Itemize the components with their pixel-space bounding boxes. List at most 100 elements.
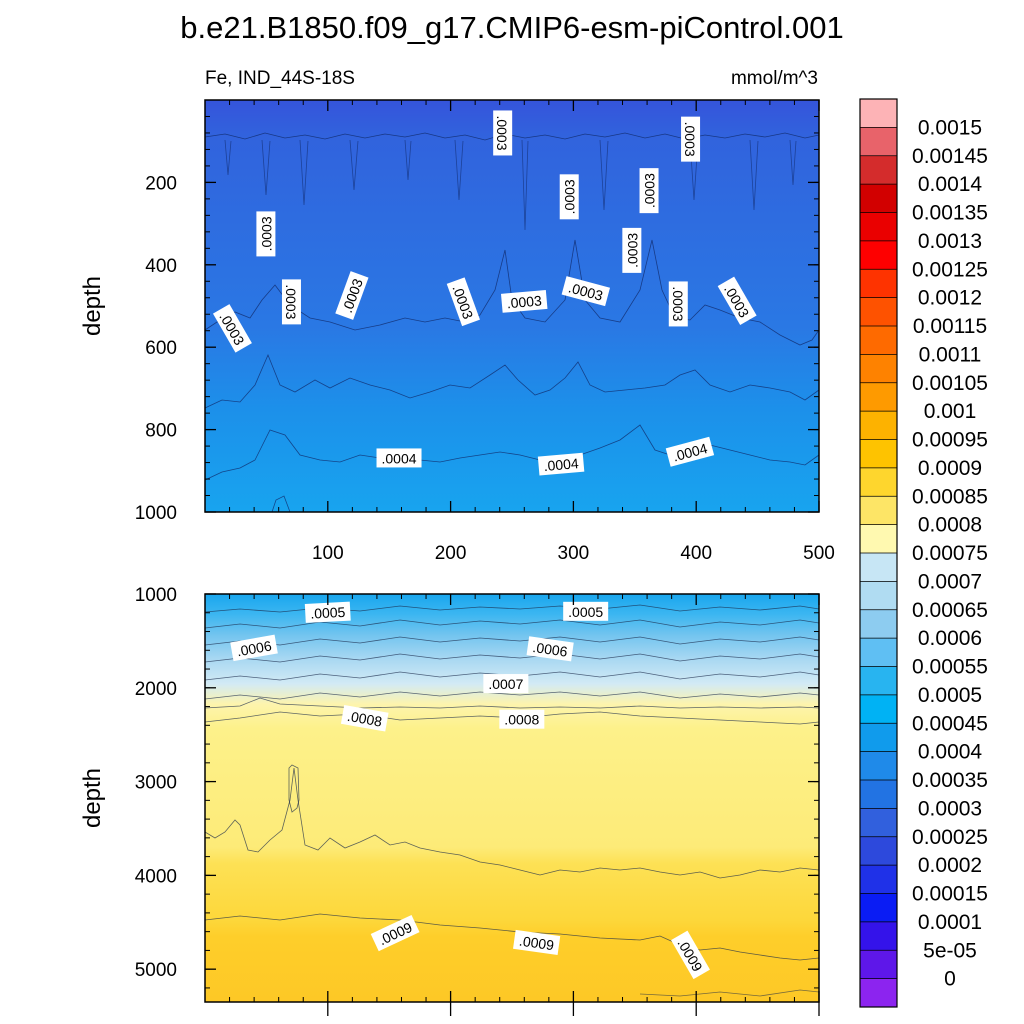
colorbar-label: 0.00135 (912, 202, 988, 225)
contour-label: .0007 (483, 674, 529, 694)
colorbar-label: 5e-05 (923, 939, 977, 962)
colorbar-label: 0 (944, 968, 956, 991)
lower-contour-line (204, 767, 820, 879)
contour-label-text: .0007 (488, 676, 523, 692)
x-tick-label: 300 (558, 543, 590, 564)
colorbar-swatch (860, 467, 897, 497)
contour-label-text: .0003 (642, 173, 658, 208)
contour-label-text: .0003 (624, 233, 640, 268)
upper-plot-frame (204, 99, 820, 513)
y-tick-label: 4000 (135, 866, 177, 887)
upper-contour-line (204, 353, 820, 409)
lower-x-ticks (229, 594, 820, 1016)
colorbar-swatch (860, 921, 897, 951)
lower-plot-frame (204, 593, 820, 1003)
colorbar-label: 0.00055 (912, 656, 988, 679)
contour-label-box (281, 279, 301, 325)
colorbar-swatch (860, 496, 897, 526)
upper-contour-line (204, 424, 820, 481)
contour-label-box (665, 436, 715, 467)
contour-label-text: .0009 (518, 933, 555, 954)
contour-label: .0005 (563, 601, 609, 621)
colorbar-swatch (860, 184, 897, 213)
colorbar-swatch (860, 99, 897, 128)
y-tick-label: 5000 (135, 960, 177, 981)
figure-title: b.e21.B1850.f09_g17.CMIP6-esm-piControl.… (180, 10, 843, 45)
x-tick-label: 500 (803, 543, 835, 564)
lower-contour-line (288, 764, 300, 813)
colorbar-swatch (860, 411, 897, 440)
colorbar-swatch (860, 581, 897, 611)
contour-label: .0004 (376, 448, 422, 468)
colorbar-swatch (860, 240, 897, 270)
contour-label-box (537, 452, 585, 476)
contour-label-box (483, 674, 529, 694)
contour-label-box (212, 304, 252, 353)
upper-panel-title-left: Fe, IND_44S-18S (205, 68, 355, 89)
contour-label: .0005 (304, 601, 351, 623)
contour-label: .0008 (499, 709, 545, 729)
contour-label-box (340, 704, 389, 732)
colorbar-label: 0.0011 (919, 343, 982, 366)
contour-label-box (717, 276, 757, 326)
lower-y-axis-label: depth (79, 768, 106, 828)
colorbar-swatch (860, 326, 897, 355)
x-tick-label: 400 (680, 543, 712, 564)
contour-label-box (639, 168, 659, 214)
contour-label: .0008 (340, 704, 389, 732)
contour-label-box (500, 289, 548, 313)
contour-label: .0003 (559, 174, 579, 220)
colorbar-swatch (860, 354, 897, 384)
contour-label-box (559, 174, 579, 220)
colorbar-label: 0.00105 (912, 372, 988, 395)
contour-label-text: .0003 (682, 122, 698, 157)
contour-label-box (370, 914, 420, 952)
contour-label-box (513, 929, 561, 955)
contour-label: .0003 (622, 227, 642, 273)
colorbar-label: 0.00065 (912, 599, 988, 622)
colorbar-label: 0.00045 (912, 712, 988, 735)
contour-label-box (335, 271, 369, 320)
colorbar-swatch (860, 609, 897, 639)
upper-contour-line (224, 139, 797, 231)
lower-contour-line (639, 989, 820, 997)
colorbar-label: 0.0005 (918, 684, 982, 707)
colorbar-swatch (860, 297, 897, 327)
colorbar-label: 0.00095 (912, 429, 988, 452)
y-tick-label: 600 (145, 338, 177, 359)
y-tick-label: 1000 (135, 585, 177, 606)
lower-contour-line (204, 619, 820, 629)
upper-x-ticks: 100 200 300 400 500 (229, 100, 835, 564)
upper-contour-line (271, 495, 291, 513)
colorbar-swatch (860, 723, 897, 753)
contour-label: .0003 (639, 168, 659, 214)
colorbar-frame (859, 98, 898, 1008)
contour-label-box (376, 448, 422, 468)
contour-label-box (622, 227, 642, 273)
contour-label-text: .0006 (532, 639, 569, 660)
contour-label-text: .0003 (506, 292, 543, 311)
colorbar-label: 0.0015 (918, 116, 982, 139)
colorbar-label: 0.0007 (918, 570, 982, 593)
contour-label-text: .0003 (283, 284, 299, 319)
contour-label-box (256, 211, 276, 257)
contour-label: .0003 (500, 289, 548, 313)
colorbar-label: 0.00115 (913, 315, 987, 338)
colorbar-label: 0.001 (924, 400, 977, 423)
contour-label-box (230, 634, 278, 662)
contour-label-box (563, 601, 609, 621)
colorbar-swatch (860, 638, 897, 667)
colorbar-swatch (860, 439, 897, 469)
colorbar-label: 0.0001 (918, 911, 982, 934)
colorbar-label: 0.00035 (912, 769, 988, 792)
contour-label: .0003 (493, 110, 513, 156)
colorbar-swatch (860, 694, 897, 724)
contour-label-box (304, 601, 351, 623)
lower-contour-line (204, 913, 820, 961)
colorbar-label: 0.00145 (912, 145, 988, 168)
contour-label-text: .0003 (562, 179, 578, 214)
contour-label-box (671, 930, 710, 980)
lower-contour-line (204, 691, 820, 700)
colorbar-label: 0.0008 (918, 514, 982, 537)
